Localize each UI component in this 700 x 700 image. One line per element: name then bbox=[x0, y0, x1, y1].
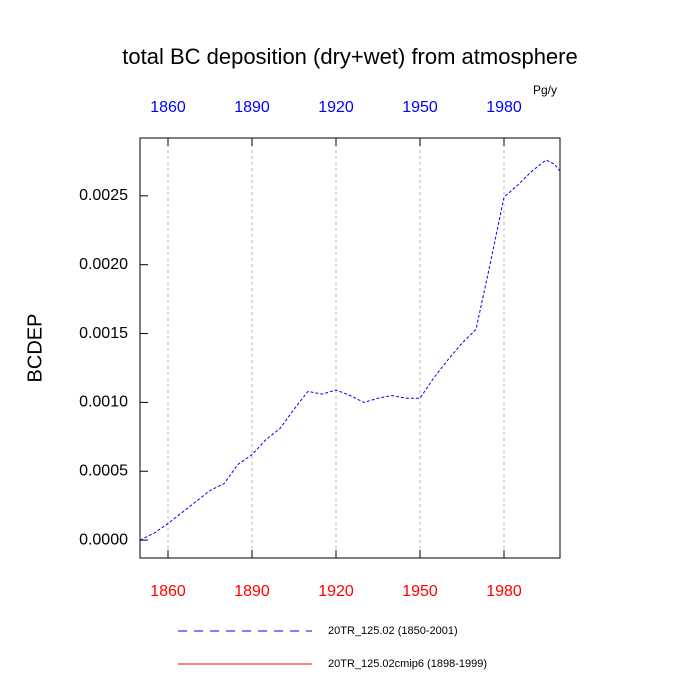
y-tick-label: 0.0000 bbox=[79, 531, 128, 548]
y-tick-label: 0.0010 bbox=[79, 394, 128, 411]
y-axis-label: BCDEP bbox=[24, 314, 46, 383]
y-tick-label: 0.0020 bbox=[79, 256, 128, 273]
legend-label: 20TR_125.02 (1850-2001) bbox=[328, 625, 458, 637]
legend-label: 20TR_125.02cmip6 (1898-1999) bbox=[328, 658, 487, 670]
x-tick-label-top: 1890 bbox=[234, 99, 270, 116]
x-tick-label: 1860 bbox=[150, 583, 186, 600]
y-tick-label: 0.0025 bbox=[79, 187, 128, 204]
x-tick-label-top: 1980 bbox=[486, 99, 522, 116]
x-tick-label: 1920 bbox=[318, 583, 354, 600]
x-tick-label-top: 1860 bbox=[150, 99, 186, 116]
x-tick-label-top: 1950 bbox=[402, 99, 438, 116]
y-tick-label: 0.0005 bbox=[79, 462, 128, 479]
x-tick-label-top: 1920 bbox=[318, 99, 354, 116]
plot-frame bbox=[139, 137, 561, 559]
units-label: Pg/y bbox=[533, 83, 557, 97]
x-tick-label: 1950 bbox=[402, 583, 438, 600]
x-tick-label: 1980 bbox=[486, 583, 522, 600]
y-tick-label: 0.0015 bbox=[79, 325, 128, 342]
chart-title: total BC deposition (dry+wet) from atmos… bbox=[122, 44, 577, 69]
x-tick-label: 1890 bbox=[234, 583, 270, 600]
series-line bbox=[139, 159, 561, 541]
